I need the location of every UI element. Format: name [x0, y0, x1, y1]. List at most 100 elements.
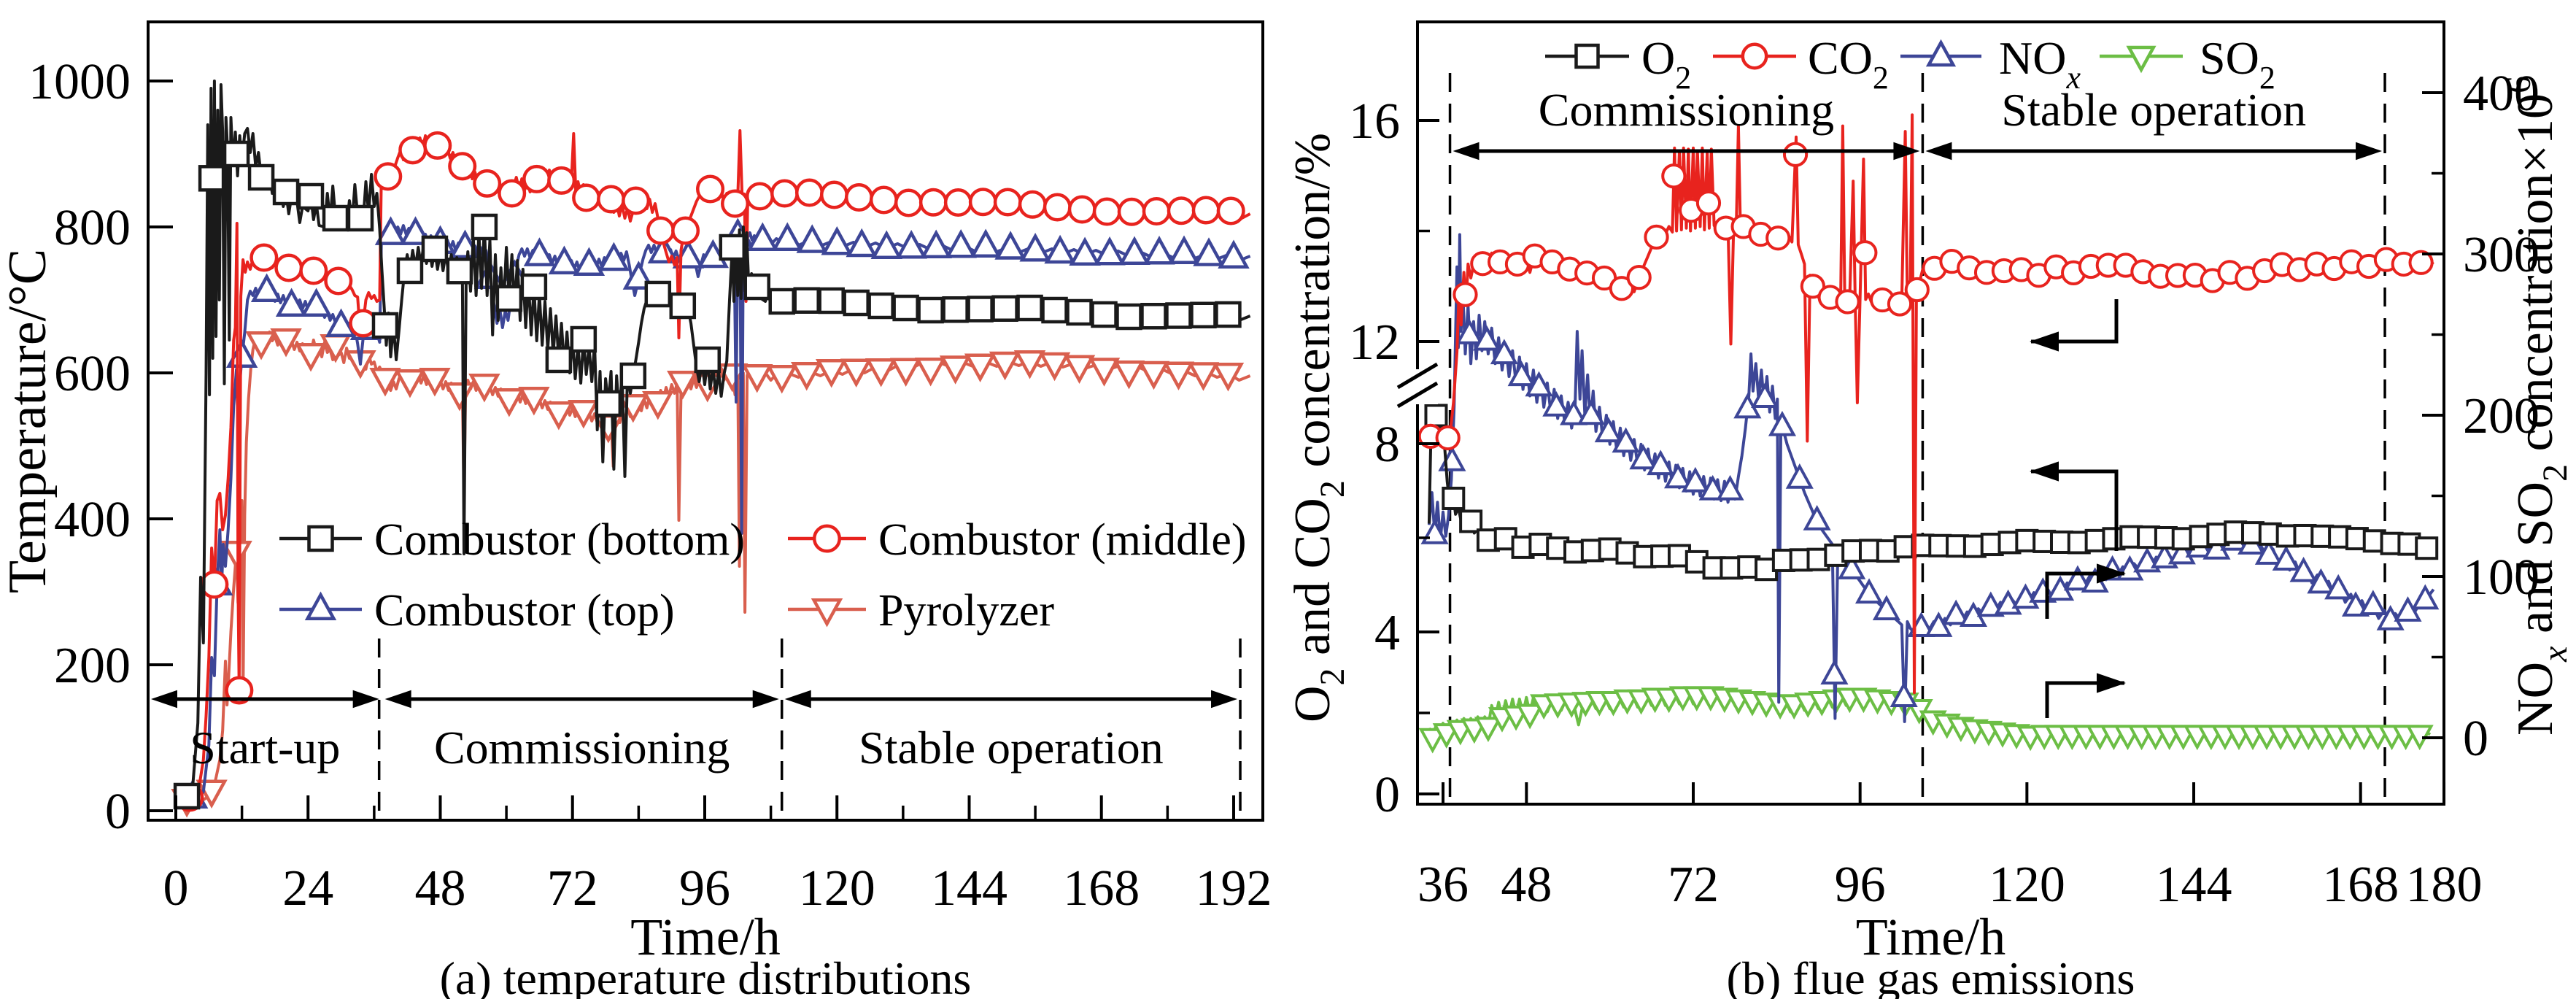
triangle-down-marker [815, 358, 848, 388]
x-tick-label: 48 [1501, 857, 1552, 913]
triangle-up-marker [1044, 234, 1076, 264]
legend-label: NOx [1999, 32, 2081, 96]
triangle-up-marker [2063, 565, 2092, 591]
legend-label: O2 [1641, 32, 1691, 96]
triangle-up-marker [523, 237, 556, 266]
circle-marker [844, 182, 873, 212]
y-left-tick-label: 8 [1374, 417, 1400, 473]
circle-marker [2408, 250, 2434, 275]
triangle-up-marker [1490, 339, 1518, 365]
triangle-down-marker [964, 353, 997, 383]
triangle-down-marker [1162, 361, 1195, 391]
triangle-down-marker [419, 367, 451, 397]
y-right-axis-title: NOx and SO2 concentration×106 [2499, 76, 2575, 736]
triangle-down-marker [295, 342, 327, 372]
circle-marker [646, 216, 676, 245]
series-combustor-middle [175, 129, 1251, 812]
arrowhead-icon [2097, 673, 2126, 693]
square-marker [495, 285, 523, 312]
x-axis-title: Time/h [630, 908, 780, 966]
square-marker [1574, 43, 1600, 69]
y-right-tick-label: 200 [2463, 388, 2540, 444]
circle-marker [423, 131, 452, 160]
circle-marker [1609, 276, 1634, 301]
square-marker [396, 257, 424, 285]
y-tick-label: 1000 [28, 54, 131, 110]
triangle-up-marker [1681, 466, 1709, 493]
triangle-up-marker [1218, 239, 1250, 269]
triangle-up-marker [1594, 417, 1622, 443]
triangle-up-marker [1855, 578, 1884, 604]
triangle-down-marker [468, 373, 500, 403]
triangle-up-marker [2254, 539, 2283, 565]
triangle-up-marker [1976, 591, 2005, 617]
legend-item-combustor-top: Combustor (top) [279, 586, 675, 636]
triangle-down-marker [889, 358, 922, 387]
axes: 0 24 48 72 96 120 144 168 192 0 200 400 600 800 1000 [28, 20, 1272, 917]
x-tick-label: 0 [163, 860, 189, 917]
legend-label: Pyrolyzer [878, 586, 1054, 636]
panel-caption: (b) flue gas emissions [1727, 952, 2135, 999]
series-layer [1419, 113, 2440, 754]
arrowhead-icon [1925, 142, 1952, 161]
arrowhead-icon [151, 690, 177, 709]
triangle-up-marker [821, 225, 853, 255]
triangle-down-marker [914, 357, 947, 387]
triangle-up-marker [1507, 360, 1536, 387]
triangle-up-marker [304, 591, 337, 621]
x-tick-label: 120 [799, 860, 875, 917]
co2-axis-pointer [2031, 299, 2119, 344]
triangle-up-marker [250, 273, 283, 303]
triangle-down-marker [568, 399, 600, 429]
triangle-up-marker [1942, 599, 1970, 625]
triangle-up-marker [1890, 682, 1918, 707]
arrowhead-icon [352, 690, 379, 709]
break-slash-icon [1396, 381, 1439, 409]
phase-annotations: Commissioning Stable operation [1453, 84, 2383, 161]
triangle-down-marker [493, 387, 525, 417]
y-tick-label: 0 [105, 784, 131, 840]
triangle-up-marker [597, 242, 630, 271]
square-marker [446, 258, 473, 285]
legend-item-co2: CO2 [1713, 32, 1889, 96]
circle-marker [819, 180, 848, 209]
square-marker [223, 140, 250, 168]
triangle-down-marker [667, 370, 699, 400]
triangle-down-marker [1419, 728, 1447, 754]
triangle-up-marker [1542, 390, 1571, 417]
triangle-up-marker [1925, 612, 1953, 637]
circle-marker [1741, 42, 1768, 70]
triangle-down-marker [1516, 703, 1544, 730]
x-tick-label: 48 [414, 860, 465, 917]
triangle-up-marker [300, 288, 333, 317]
phase-label: Stable operation [859, 722, 1164, 774]
triangle-up-marker [1820, 659, 1849, 685]
triangle-up-marker [2307, 568, 2335, 594]
break-slash-icon [1396, 362, 1439, 390]
circle-marker [1852, 240, 1878, 266]
y-right-tick-label: 300 [2463, 227, 2540, 283]
combustor-middle-markers [175, 131, 1245, 812]
triangle-up-marker [1455, 318, 1484, 344]
square-marker [1041, 296, 1068, 324]
square-marker [991, 295, 1018, 322]
triangle-up-marker [1647, 450, 1675, 476]
triangle-up-marker [1698, 474, 1727, 501]
arrowhead-icon [1211, 690, 1238, 709]
arrowhead-icon [1453, 142, 1480, 161]
square-marker [347, 204, 374, 232]
panel-flue-gas-emissions: 36 48 72 96 120 144 168 18004812160100200300400… [1285, 20, 2575, 999]
triangle-up-marker [2394, 596, 2422, 622]
y-tick-label: 400 [54, 492, 131, 548]
legend-item-so2: SO2 [2100, 32, 2275, 96]
triangle-up-marker [970, 228, 1002, 258]
triangle-up-marker [1612, 427, 1640, 453]
circle-marker [448, 152, 477, 181]
square-marker [1140, 303, 1167, 330]
circle-marker [374, 162, 403, 191]
triangle-down-marker [811, 598, 843, 628]
triangle-down-marker [1088, 358, 1121, 387]
triangle-up-marker [1838, 554, 1866, 579]
circle-marker [1092, 197, 1121, 226]
